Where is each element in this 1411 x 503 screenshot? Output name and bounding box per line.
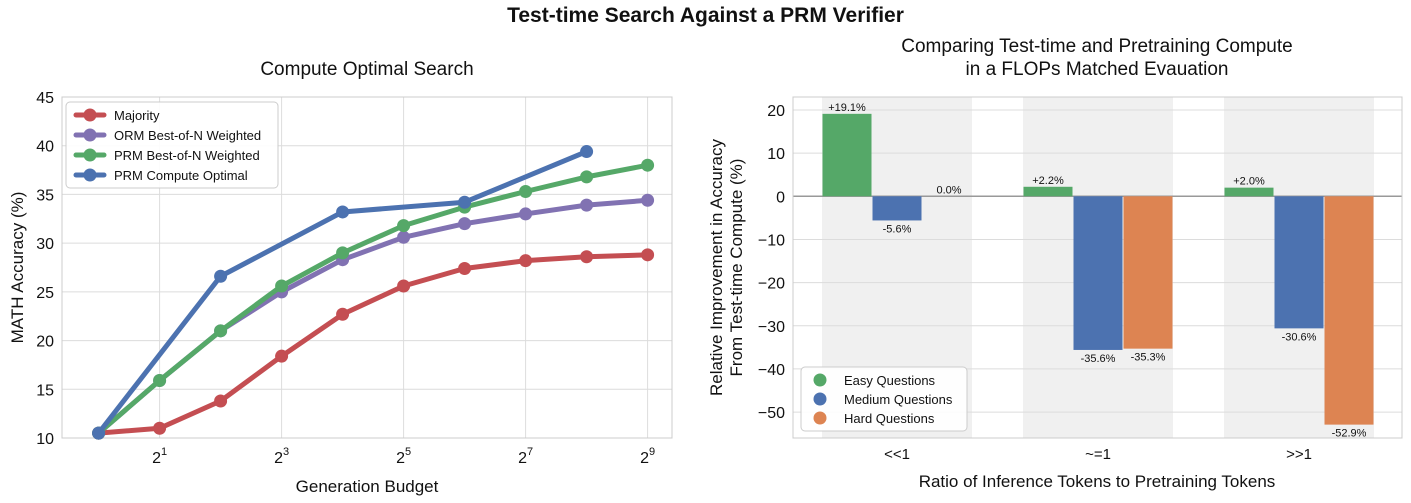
chart-title: Compute Optimal Search [260,59,473,80]
x-tick-label: 23 [274,446,289,467]
data-point [641,248,655,262]
x-tick-label: 25 [396,446,411,467]
bar-value-label: -52.9% [1332,428,1367,440]
bar-value-label: -35.3% [1131,352,1166,364]
x-tick-label: 21 [152,446,167,467]
y-tick-label: 10 [36,431,54,448]
legend-label: ORM Best-of-N Weighted [114,128,261,143]
data-point [214,324,228,338]
chart-title-line: Comparing Test-time and Pretraining Comp… [901,36,1292,57]
legend-marker [83,108,97,122]
y-tick-label: 0 [776,189,785,206]
data-point [336,307,350,321]
data-point [153,421,167,435]
data-point [275,279,289,293]
legend-box [65,101,279,189]
x-axis-label: Generation Budget [296,477,439,496]
bar-value-label: +19.1% [828,102,866,114]
data-point [519,185,533,199]
data-point [214,269,228,283]
x-axis-label: Ratio of Inference Tokens to Pretraining… [919,472,1276,491]
data-point [397,230,411,244]
bar [1274,196,1324,329]
legend-marker [83,148,97,162]
legend-label: PRM Best-of-N Weighted [114,148,260,163]
data-point [458,261,472,275]
data-point [580,198,594,212]
legend-marker [83,168,97,182]
bar [1324,196,1374,425]
legend-marker [83,128,97,142]
bar [822,113,872,197]
data-point [214,394,228,408]
data-point [153,374,167,388]
y-tick-label: 20 [36,334,54,351]
data-point [336,246,350,260]
data-point [92,426,106,440]
y-tick-label: 45 [36,90,54,107]
y-axis-label-line: From Test-time Compute (%) [727,159,746,377]
x-tick-label: ~=1 [1085,446,1111,463]
legend-label: PRM Compute Optimal [114,168,248,183]
y-axis-label: MATH Accuracy (%) [8,192,27,344]
legend-label: Medium Questions [844,392,953,407]
data-point [397,219,411,233]
y-tick-label: 10 [767,146,785,163]
data-point [397,279,411,293]
legend-label: Easy Questions [844,373,936,388]
legend-marker [813,373,827,387]
plot-border [61,96,673,439]
y-tick-label: −50 [758,405,785,422]
chart-title-line: in a FLOPs Matched Evauation [966,59,1229,80]
bar-value-label: -5.6% [883,223,912,235]
plot-border [792,96,1403,439]
data-point [580,250,594,264]
bar-value-label: +2.2% [1032,175,1064,187]
y-tick-label: −10 [758,232,785,249]
y-tick-label: 35 [36,187,54,204]
legend-marker [813,392,827,406]
data-point [519,254,533,268]
y-axis-label-line: Relative Improvement in Accuracy [707,139,726,396]
legend-label: Hard Questions [844,411,935,426]
bar-value-label: -30.6% [1282,331,1317,343]
x-tick-label: >>1 [1286,446,1312,463]
bar [1123,196,1173,349]
y-tick-label: 40 [36,139,54,156]
y-tick-label: −30 [758,319,785,336]
y-tick-label: 30 [36,236,54,253]
data-point [458,217,472,231]
y-tick-label: 25 [36,285,54,302]
data-point [275,349,289,363]
x-tick-label: 29 [640,446,655,467]
series-line-0 [96,252,651,436]
data-point [641,158,655,172]
bar [1224,187,1274,197]
legend-marker [813,411,827,425]
bar [872,196,922,221]
y-tick-label: −40 [758,362,785,379]
legend-label: Majority [114,108,160,123]
bar-value-label: +2.0% [1233,176,1265,188]
bar-value-label: 0.0% [936,184,961,196]
x-tick-label: 27 [518,446,533,467]
data-point [641,193,655,207]
line-chart-compute-optimal-search: 10 15 20 25 30 35 40 45 21 23 25 27 29 Compute Optima… [8,59,673,496]
data-point [519,207,533,221]
bar [1023,186,1073,197]
data-point [336,205,350,219]
bar-value-label: -35.6% [1081,353,1116,365]
data-point [580,170,594,184]
series-line-2 [96,162,651,436]
y-tick-label: −20 [758,276,785,293]
data-point [458,195,472,209]
y-tick-label: 20 [767,103,785,120]
bar [1073,196,1123,350]
legend-box [800,366,968,432]
y-tick-label: 15 [36,382,54,399]
figure-title: Test-time Search Against a PRM Verifier [507,4,904,27]
data-point [580,145,594,159]
x-tick-label: <<1 [884,446,910,463]
